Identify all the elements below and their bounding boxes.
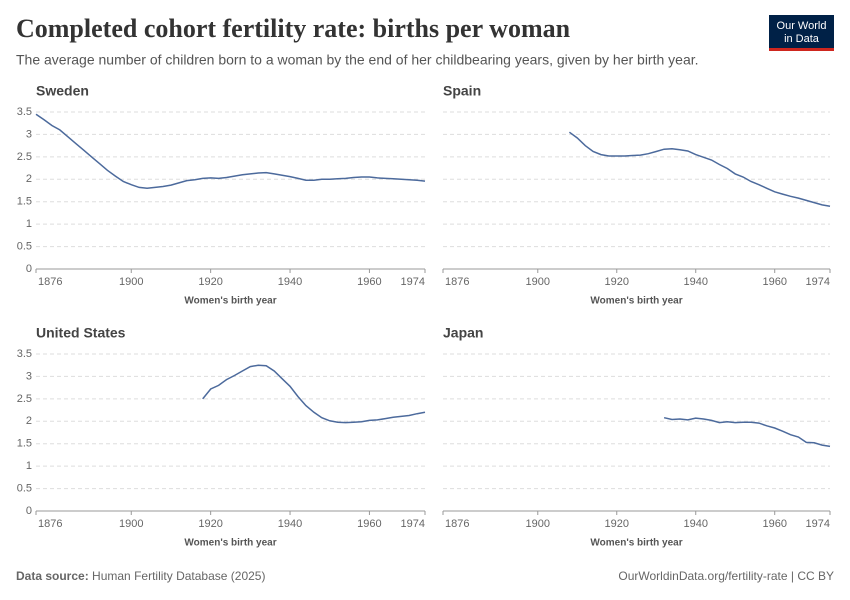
- y-tick-label: 3.5: [17, 106, 32, 118]
- x-axis-label: Women's birth year: [590, 296, 682, 307]
- x-tick-label: 1920: [605, 518, 629, 530]
- subtitle: The average number of children born to a…: [16, 52, 699, 68]
- y-tick-label: 0.5: [17, 240, 32, 252]
- panel-title: Sweden: [36, 83, 89, 99]
- line: [663, 416, 831, 448]
- x-tick-label: 1876: [445, 276, 469, 288]
- source-text: Human Fertility Database (2025): [92, 569, 265, 583]
- y-tick-label: 0: [26, 505, 32, 517]
- logo-bar: [769, 48, 834, 51]
- x-tick-label: 1876: [445, 518, 469, 530]
- logo-text: Our World: [777, 20, 827, 32]
- y-tick-label: 2.5: [17, 151, 32, 163]
- line: [202, 364, 426, 424]
- panel-title: Spain: [443, 83, 481, 99]
- logo: [769, 15, 834, 50]
- y-tick-label: 3: [26, 128, 32, 140]
- x-tick-label: 1960: [357, 518, 381, 530]
- x-axis-label: Women's birth year: [590, 538, 682, 549]
- y-tick-label: 0.5: [17, 482, 32, 494]
- y-tick-label: 2: [26, 173, 32, 185]
- y-tick-label: 3: [26, 370, 32, 382]
- x-tick-label: 1900: [526, 518, 550, 530]
- y-tick-label: 1.5: [17, 196, 32, 208]
- x-tick-label: 1960: [357, 276, 381, 288]
- logo-text: in Data: [784, 33, 820, 45]
- x-tick-label: 1974: [806, 276, 830, 288]
- panel-title: United States: [36, 325, 126, 341]
- y-tick-label: 1.5: [17, 438, 32, 450]
- url: OurWorldinData.org/fertility-rate | CC B…: [618, 569, 834, 583]
- source-label: Data source:: [16, 569, 89, 583]
- line: [35, 113, 426, 190]
- x-tick-label: 1960: [762, 276, 786, 288]
- x-tick-label: 1900: [119, 276, 143, 288]
- y-tick-label: 3.5: [17, 348, 32, 360]
- title: Completed cohort fertility rate: births …: [16, 14, 571, 43]
- y-tick-label: 0: [26, 263, 32, 275]
- x-tick-label: 1920: [198, 518, 222, 530]
- x-tick-label: 1940: [683, 276, 707, 288]
- y-tick-label: 2: [26, 415, 32, 427]
- source: Data source: Human Fertility Database (2…: [16, 569, 265, 583]
- x-tick-label: 1900: [119, 518, 143, 530]
- x-tick-label: 1920: [605, 276, 629, 288]
- x-axis-label: Women's birth year: [184, 538, 276, 549]
- x-tick-label: 1974: [401, 276, 425, 288]
- line: [568, 131, 831, 207]
- y-tick-label: 2.5: [17, 393, 32, 405]
- x-tick-label: 1960: [762, 518, 786, 530]
- x-tick-label: 1974: [806, 518, 830, 530]
- y-tick-label: 1: [26, 460, 32, 472]
- y-tick-label: 1: [26, 218, 32, 230]
- x-tick-label: 1940: [683, 518, 707, 530]
- x-tick-label: 1940: [278, 518, 302, 530]
- x-tick-label: 1876: [38, 518, 62, 530]
- x-tick-label: 1900: [526, 276, 550, 288]
- x-tick-label: 1974: [401, 518, 425, 530]
- x-tick-label: 1940: [278, 276, 302, 288]
- x-tick-label: 1920: [198, 276, 222, 288]
- x-tick-label: 1876: [38, 276, 62, 288]
- panel-title: Japan: [443, 325, 483, 341]
- x-axis-label: Women's birth year: [184, 296, 276, 307]
